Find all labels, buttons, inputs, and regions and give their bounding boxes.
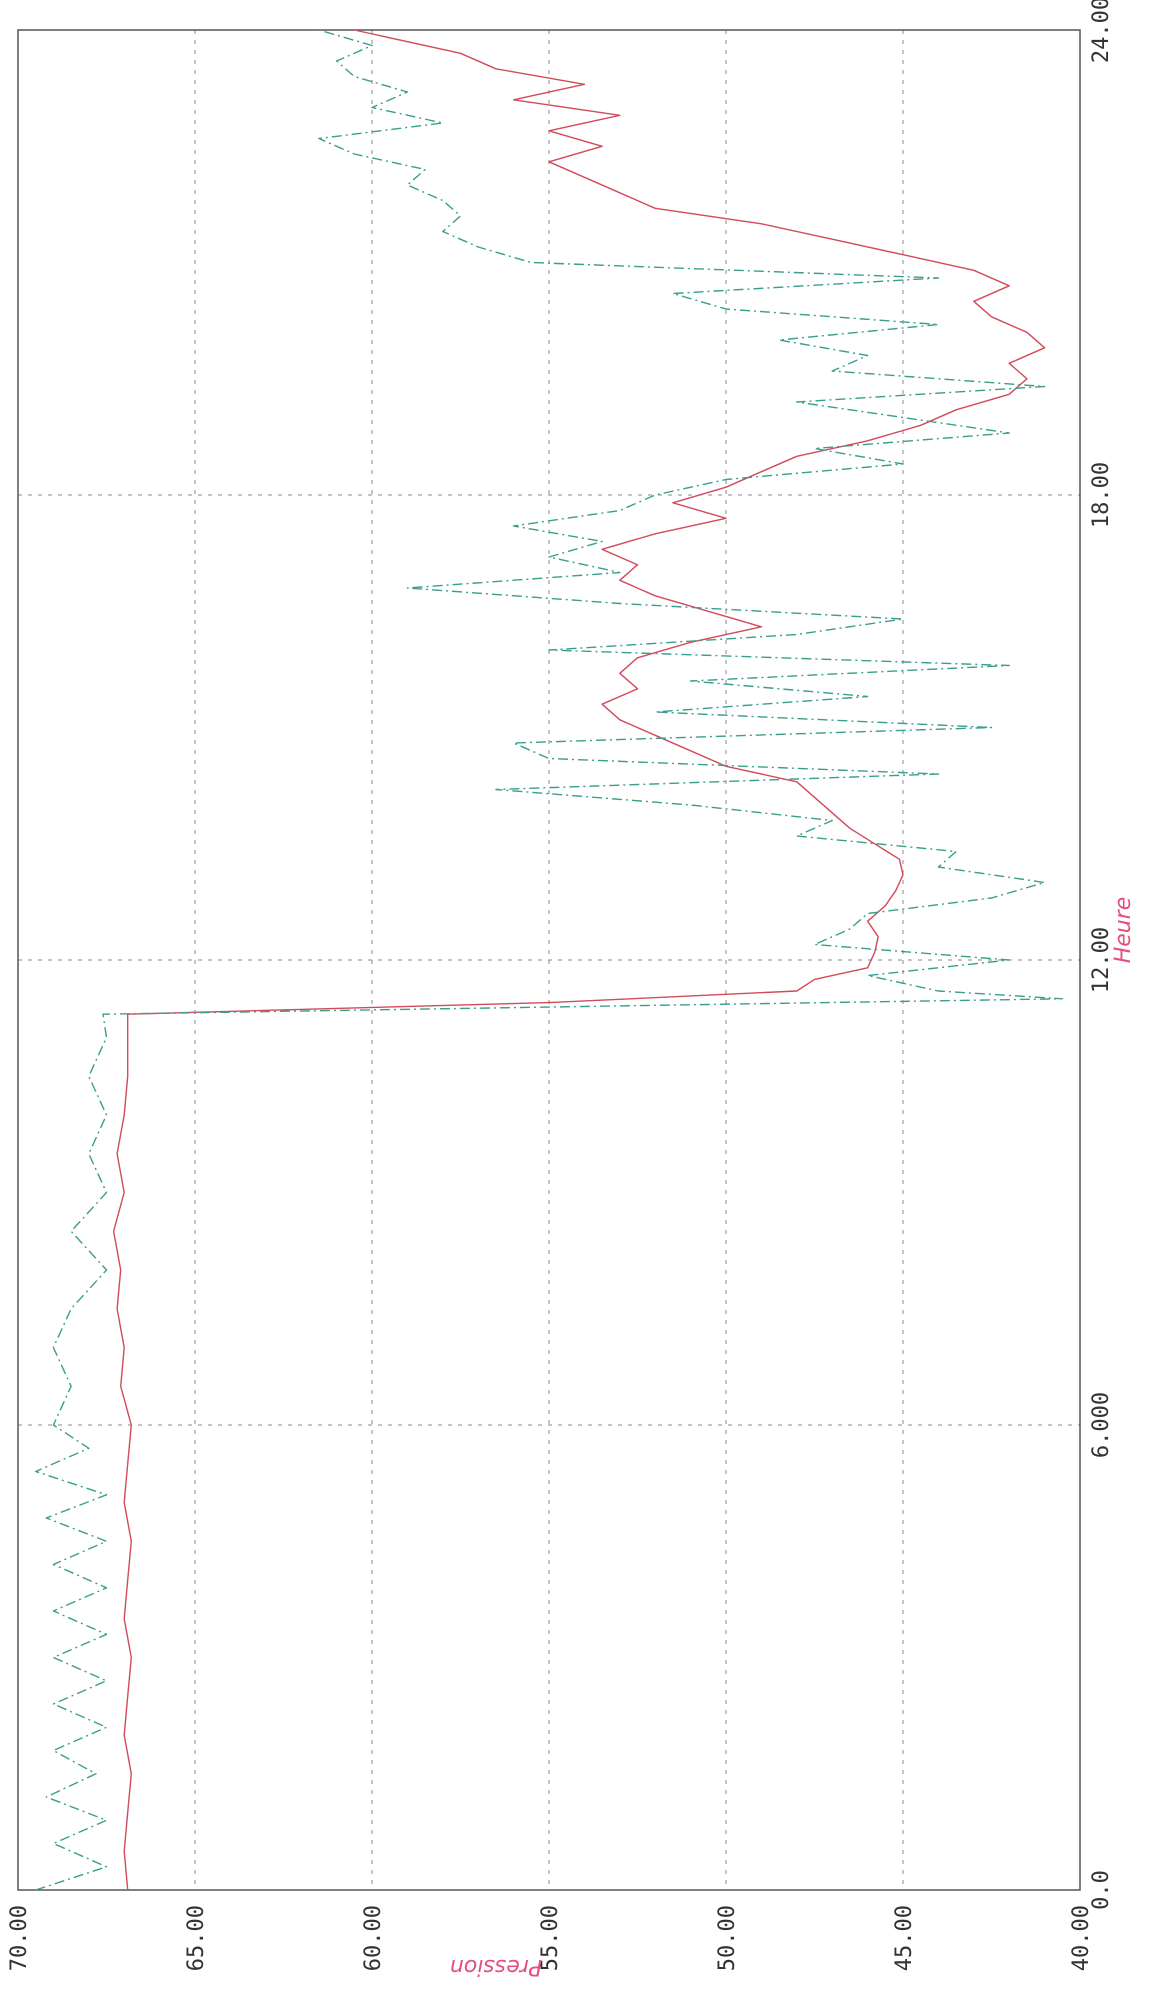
x-tick-label: 24.00 xyxy=(1089,0,1114,63)
x-tick-label: 12.00 xyxy=(1089,927,1114,993)
y-tick-label: 70.00 xyxy=(7,1905,32,1971)
series-line-red xyxy=(112,29,1046,1891)
y-tick-label: 60.00 xyxy=(361,1905,386,1971)
x-tick-label: 18.00 xyxy=(1089,462,1114,528)
y-tick-label: 45.00 xyxy=(892,1905,917,1971)
plot-frame xyxy=(17,29,1081,1891)
series-line-teal xyxy=(35,29,1063,1891)
y-axis-title: Pression xyxy=(450,1954,542,1979)
x-tick-label: 0.0 xyxy=(1089,1870,1114,1910)
grid-lines xyxy=(18,30,1080,1890)
y-tick-label: 40.00 xyxy=(1069,1905,1094,1971)
y-tick-label: 50.00 xyxy=(715,1905,740,1971)
y-tick-label: 65.00 xyxy=(184,1905,209,1971)
tick-labels: 70.00 65.00 60.00 55.00 50.00 45.00 40.000.0 6.… xyxy=(7,0,1114,1971)
x-tick-label: 6.000 xyxy=(1089,1392,1114,1458)
x-axis-title: Heure xyxy=(1111,897,1136,964)
y-tick-label: 55.00 xyxy=(538,1905,563,1971)
series-layer xyxy=(35,29,1063,1891)
